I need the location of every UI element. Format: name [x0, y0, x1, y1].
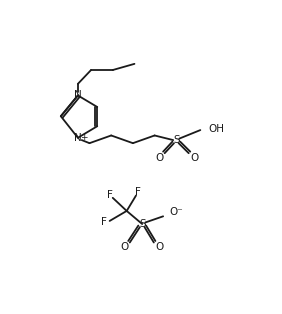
Text: N: N [74, 133, 82, 143]
Text: O⁻: O⁻ [169, 208, 183, 218]
Text: O: O [190, 153, 198, 163]
Text: F: F [135, 187, 141, 198]
Text: S: S [139, 219, 146, 229]
Text: +: + [80, 133, 88, 142]
Text: O: O [120, 242, 129, 252]
Text: S: S [173, 135, 180, 145]
Text: O: O [155, 242, 163, 252]
Text: OH: OH [208, 123, 224, 133]
Text: F: F [100, 218, 106, 227]
Text: F: F [107, 190, 113, 200]
Text: N: N [74, 90, 82, 100]
Text: O: O [155, 153, 163, 163]
